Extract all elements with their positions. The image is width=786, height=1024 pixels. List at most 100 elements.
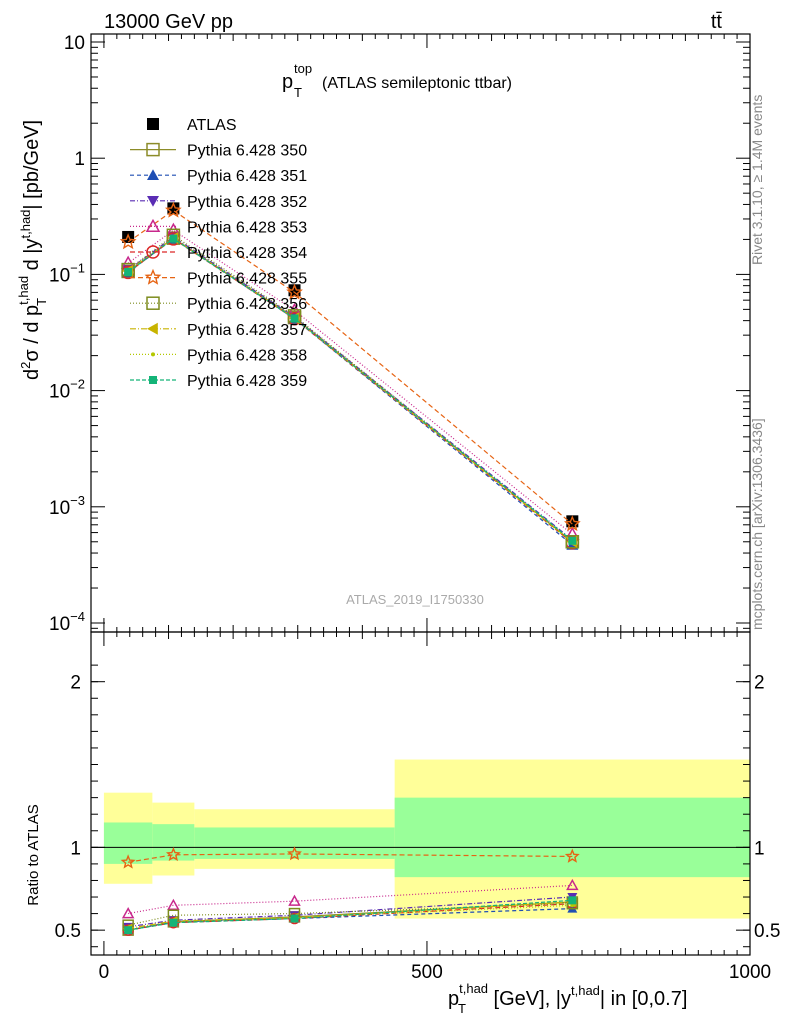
main-title-rest: (ATLAS semileptonic ttbar): [322, 75, 512, 92]
watermark: ATLAS_2019_I1750330: [346, 592, 484, 607]
legend-entry: Pythia 6.428 359: [130, 373, 307, 390]
x-tick-label: 500: [411, 962, 443, 983]
legend-label: Pythia 6.428 351: [187, 168, 307, 185]
side-rivet: Rivet 3.1.10, ≥ 1.4M events: [749, 95, 765, 265]
data-point: [564, 848, 580, 863]
ratio-line: [128, 904, 573, 931]
series-line: [127, 209, 573, 525]
xlabel: pt,had T [GeV], |yt,had| in [0,0.7]: [448, 981, 687, 1016]
data-point: [145, 218, 161, 232]
legend-label: Pythia 6.428 355: [187, 271, 307, 288]
ratio-panel: 0 500 1000 2 2 1 1 0.5 0.5: [55, 631, 780, 983]
data-point: [564, 515, 581, 532]
y-tick-label: 10−2: [49, 377, 85, 403]
main-ylabel: d2σ / d pt,had T d |yt,had| [pb/GeV]: [16, 120, 49, 380]
ratio-frame: [90, 631, 751, 956]
data-point: [286, 283, 303, 300]
data-point: [122, 230, 135, 243]
data-point: [144, 268, 162, 285]
y-tick-label: 10−3: [49, 493, 85, 519]
data-point: [146, 296, 160, 310]
legend-entry: Pythia 6.428 353: [130, 218, 307, 236]
data-point: [290, 314, 299, 323]
data-point: [147, 322, 158, 335]
ratio-series-3: [121, 878, 579, 919]
legend-entry: Pythia 6.428 357: [130, 322, 307, 339]
data-point: [124, 267, 133, 276]
y-tick-label: 10−4: [49, 609, 85, 635]
x-tick-label: 1000: [729, 962, 771, 983]
header-right: tt̄: [711, 11, 723, 33]
ratio-y-tick-label-right: 2: [754, 673, 765, 694]
ratio-band-inner: [394, 797, 750, 878]
legend-entry: ATLAS: [147, 117, 237, 134]
data-point: [288, 894, 301, 906]
data-point: [147, 118, 159, 130]
ratio-series-5: [120, 846, 580, 869]
data-point: [146, 245, 160, 259]
data-point: [568, 536, 577, 545]
legend-label: Pythia 6.428 359: [187, 373, 307, 390]
ratio-line: [128, 899, 573, 931]
data-point: [151, 352, 155, 357]
ratio-y-tick-label-right: 1: [754, 838, 765, 859]
y-tick-label: 10−1: [49, 260, 85, 286]
legend-label: Pythia 6.428 350: [187, 143, 307, 160]
data-point: [165, 846, 181, 862]
ratio-series-9: [124, 896, 577, 935]
ratio-ylabel: Ratio to ATLAS: [25, 804, 42, 905]
data-point: [169, 918, 178, 927]
legend-label: Pythia 6.428 356: [187, 296, 307, 313]
ratio-line: [128, 903, 573, 926]
ratio-line: [128, 896, 573, 928]
ratio-y-tick-label: 0.5: [55, 921, 81, 942]
main-title: p: [282, 71, 293, 93]
data-point: [167, 898, 180, 911]
legend-entry: Pythia 6.428 352: [130, 194, 307, 211]
series-10: [124, 234, 577, 545]
data-point: [146, 142, 160, 157]
legend: ATLAS Pythia 6.428 350 Pythia 6.428 351 Pyt…: [130, 117, 307, 390]
legend-entry: Pythia 6.428 354: [130, 245, 307, 262]
legend-label: Pythia 6.428 353: [187, 219, 307, 236]
legend-entry: Pythia 6.428 351: [130, 168, 307, 185]
ratio-band-inner: [194, 827, 395, 859]
ratio-y-tick-label-right: 0.5: [754, 921, 780, 942]
y-tick-label: 1: [74, 149, 85, 170]
series-6: [119, 201, 581, 532]
data-point: [121, 907, 135, 919]
data-point: [287, 846, 302, 861]
legend-label: Pythia 6.428 358: [187, 347, 307, 364]
data-point: [566, 878, 579, 891]
data-point: [164, 201, 182, 218]
legend-label: Pythia 6.428 354: [187, 245, 307, 262]
series-7: [121, 228, 580, 549]
main-title-sup: top: [294, 61, 312, 76]
legend-entry: Pythia 6.428 350: [130, 143, 307, 160]
series-line: [127, 234, 573, 543]
data-point: [169, 234, 178, 243]
data-point: [124, 926, 133, 935]
series-line: [127, 237, 573, 542]
ratio-y-tick-label: 1: [70, 838, 81, 859]
ratio-line: [128, 884, 573, 915]
side-mcplots: mcplots.cern.ch [arXiv:1306.3436]: [749, 418, 765, 630]
data-point: [147, 196, 159, 207]
data-point: [290, 914, 299, 923]
ratio-line: [128, 853, 573, 863]
data-point: [119, 233, 137, 250]
legend-entry: Pythia 6.428 358: [130, 347, 307, 364]
ratio-line: [128, 901, 573, 930]
legend-label: Pythia 6.428 352: [187, 194, 307, 211]
legend-label: Pythia 6.428 357: [187, 322, 307, 339]
main-title-sub: T: [294, 85, 302, 100]
data-point: [568, 896, 577, 905]
data-point: [147, 169, 159, 180]
legend-label: ATLAS: [187, 117, 237, 134]
data-point: [120, 854, 136, 869]
data-point: [149, 376, 157, 384]
legend-entry: Pythia 6.428 355: [130, 268, 307, 288]
header-left: 13000 GeV pp: [104, 11, 233, 33]
